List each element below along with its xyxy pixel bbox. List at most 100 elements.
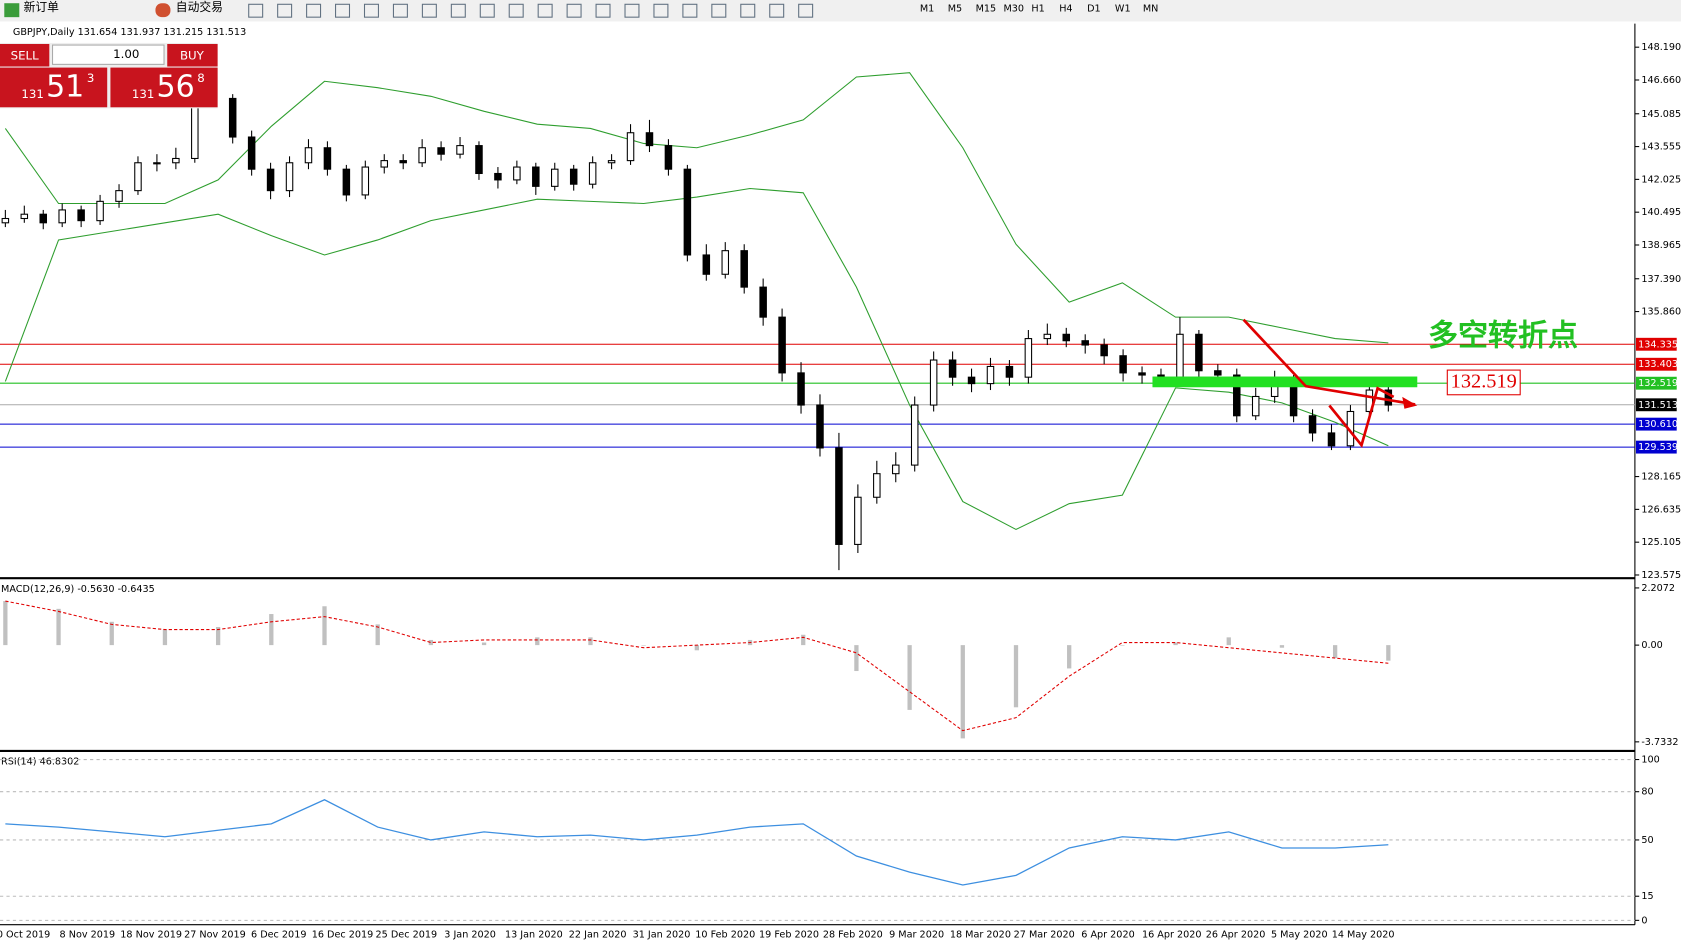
toolbar-icon[interactable] xyxy=(392,3,408,18)
candle-body xyxy=(873,473,881,498)
timeframe[interactable]: MN xyxy=(1143,4,1159,15)
toolbar-icon[interactable] xyxy=(508,3,524,18)
sell-label[interactable]: SELL xyxy=(11,48,39,62)
candle-body xyxy=(986,365,995,385)
level-label: 134.335 xyxy=(1638,339,1678,350)
candle-body xyxy=(1100,344,1108,357)
date-label: 25 Dec 2019 xyxy=(376,929,438,940)
timeframe[interactable]: W1 xyxy=(1115,4,1131,15)
candle-body xyxy=(153,162,161,165)
toolbar-icon[interactable] xyxy=(363,3,379,18)
toolbar-icon[interactable] xyxy=(537,3,553,18)
date-label: 10 Feb 2020 xyxy=(695,929,755,940)
candle-body xyxy=(967,376,976,385)
auto-trading[interactable]: 自动交易 xyxy=(176,0,223,14)
toolbar-icon[interactable] xyxy=(566,3,582,18)
timeframe[interactable]: M30 xyxy=(1003,4,1024,15)
trend-arrow xyxy=(1242,318,1416,406)
candle-body xyxy=(645,132,654,147)
toolbar-icon[interactable] xyxy=(450,3,466,18)
timeframe[interactable]: H4 xyxy=(1059,4,1072,15)
toolbar-icon[interactable] xyxy=(479,3,495,18)
timeframe[interactable]: H1 xyxy=(1031,4,1044,15)
toolbar-icon[interactable] xyxy=(711,3,727,18)
toolbar-icon[interactable] xyxy=(740,3,756,18)
date-label: 0 Oct 2019 xyxy=(0,929,50,940)
level-label: 130.610 xyxy=(1638,419,1678,430)
macd-bar xyxy=(535,637,540,646)
candle-body xyxy=(1081,340,1089,346)
buy-mid[interactable]: 56 xyxy=(157,69,195,104)
candle-body xyxy=(115,190,123,202)
y-tick-label: 145.085 xyxy=(1641,109,1681,120)
macd-bar xyxy=(1332,645,1338,659)
candle-body xyxy=(892,464,900,475)
y-tick-label: 137.390 xyxy=(1641,274,1681,285)
new-order-icon[interactable] xyxy=(4,3,20,18)
toolbar-icon[interactable] xyxy=(769,3,785,18)
sell-small[interactable]: 3 xyxy=(87,71,94,85)
candle-body xyxy=(361,166,370,196)
toolbar-icon[interactable] xyxy=(306,3,322,18)
sell-price-box[interactable] xyxy=(0,67,108,108)
toolbar-icon[interactable] xyxy=(624,3,640,18)
sell-big[interactable]: 131 xyxy=(21,87,43,101)
candle-body xyxy=(551,168,559,187)
timeframe[interactable]: M1 xyxy=(920,4,934,15)
auto-trading-icon[interactable] xyxy=(155,3,171,18)
toolbar-icon[interactable] xyxy=(421,3,437,18)
level-label: 132.519 xyxy=(1638,378,1678,389)
date-label: 3 Jan 2020 xyxy=(444,929,496,940)
macd-bar xyxy=(322,606,327,646)
lots[interactable]: 1.00 xyxy=(113,47,139,61)
y-tick-label: 0.00 xyxy=(1641,640,1662,651)
candle-body xyxy=(1138,372,1146,376)
sell-button[interactable] xyxy=(0,43,50,67)
toolbar-icon[interactable] xyxy=(277,3,293,18)
buy-small[interactable]: 8 xyxy=(197,71,204,85)
lots-input[interactable] xyxy=(51,44,165,65)
candle-body xyxy=(1,217,10,224)
candle-body xyxy=(266,168,275,192)
buy-big[interactable]: 131 xyxy=(132,87,154,101)
toolbar-icon[interactable] xyxy=(248,3,264,18)
candle-body xyxy=(1308,415,1317,434)
y-tick-label: -3.7332 xyxy=(1641,737,1678,748)
candle-body xyxy=(778,316,786,374)
toolbar-icon[interactable] xyxy=(653,3,669,18)
arrow-head xyxy=(1402,396,1418,409)
macd-bar xyxy=(162,629,168,646)
candle-body xyxy=(228,97,237,138)
macd-title: MACD(12,26,9) -0.5630 -0.6435 xyxy=(1,584,155,595)
buy-button[interactable] xyxy=(167,43,218,67)
buy-price-box[interactable] xyxy=(110,67,218,108)
timeframe[interactable]: D1 xyxy=(1087,4,1101,15)
date-label: 31 Jan 2020 xyxy=(633,929,691,940)
level-label-bg xyxy=(1635,417,1677,431)
candle-body xyxy=(626,132,635,162)
candle-body xyxy=(929,359,938,406)
toolbar-icon[interactable] xyxy=(798,3,814,18)
timeframe[interactable]: M5 xyxy=(948,4,962,15)
candle-body xyxy=(247,136,256,170)
toolbar-icon[interactable] xyxy=(682,3,698,18)
new-order[interactable]: 新订单 xyxy=(24,0,60,14)
bollinger-band xyxy=(4,187,1389,531)
buy-label[interactable]: BUY xyxy=(180,48,205,62)
toolbar-icon[interactable] xyxy=(335,3,351,18)
date-label: 14 May 2020 xyxy=(1332,929,1395,940)
annotation-title: 多空转折点 xyxy=(1428,318,1578,353)
candle-body xyxy=(1384,389,1393,406)
y-tick-label: 148.190 xyxy=(1641,42,1681,53)
timeframe[interactable]: M15 xyxy=(976,4,997,15)
date-label: 16 Apr 2020 xyxy=(1142,929,1202,940)
candle-body xyxy=(475,145,483,175)
toolbar-icon[interactable] xyxy=(595,3,611,18)
macd-bar xyxy=(428,639,434,646)
y-tick-label: 128.165 xyxy=(1641,472,1681,483)
candle-body xyxy=(569,168,578,185)
candle-body xyxy=(77,209,85,222)
macd-bar xyxy=(3,601,8,646)
sell-mid[interactable]: 51 xyxy=(46,69,84,104)
candle-body xyxy=(96,200,104,222)
